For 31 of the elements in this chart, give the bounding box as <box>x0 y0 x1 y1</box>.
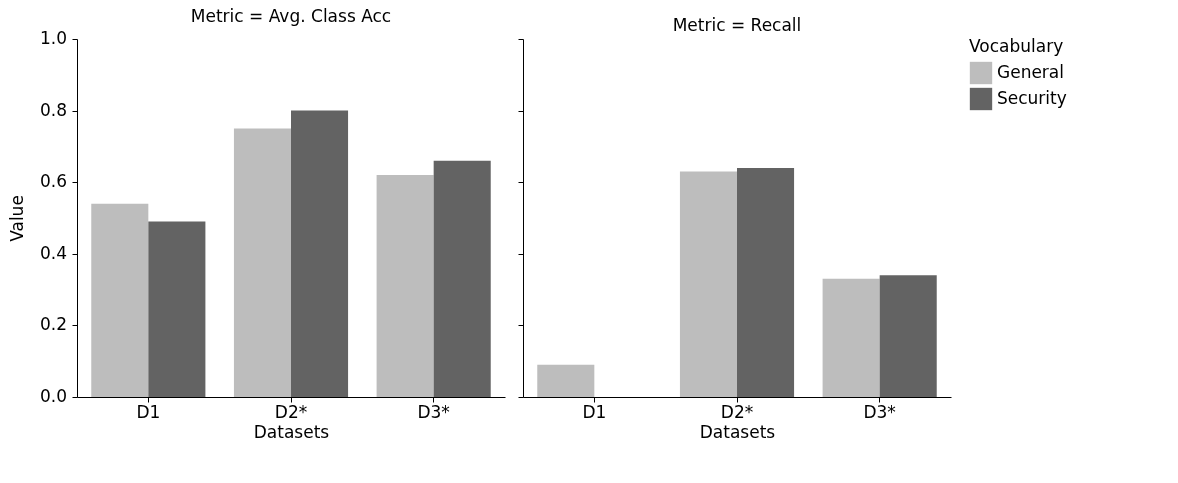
y-tick-label: 0.4 <box>39 242 67 263</box>
chart-title: Metric = Recall <box>672 14 802 35</box>
y-tick-label: 0.6 <box>39 171 67 192</box>
bar <box>879 275 937 397</box>
bar <box>291 110 349 397</box>
x-tick-label: D2* <box>720 401 754 422</box>
x-tick-label: D1 <box>582 401 607 422</box>
legend-label: Security <box>997 88 1067 108</box>
y-axis-title: Value <box>7 195 27 242</box>
y-tick-label: 1.0 <box>39 28 67 48</box>
x-tick-label: D3* <box>863 401 896 422</box>
bar <box>91 203 149 397</box>
y-tick-label: 0.8 <box>39 99 67 120</box>
bar <box>233 128 291 397</box>
bar <box>376 175 434 397</box>
bar <box>148 221 206 397</box>
bar <box>537 364 595 397</box>
x-axis-title: Datasets <box>253 421 330 442</box>
bar <box>433 160 491 397</box>
x-tick-label: D2* <box>274 401 308 422</box>
y-tick-label: 0.2 <box>39 314 67 335</box>
x-tick-label: D3* <box>417 401 450 422</box>
chart-title: Metric = Avg. Class Acc <box>190 6 392 26</box>
bar <box>737 167 795 397</box>
bar <box>679 171 737 397</box>
legend-label: General <box>997 62 1064 82</box>
legend-title: Vocabulary <box>969 36 1064 56</box>
y-tick-label: 0.0 <box>39 386 67 406</box>
x-tick-label: D1 <box>136 401 161 422</box>
bar <box>822 278 880 397</box>
x-axis-title: Datasets <box>699 421 776 442</box>
